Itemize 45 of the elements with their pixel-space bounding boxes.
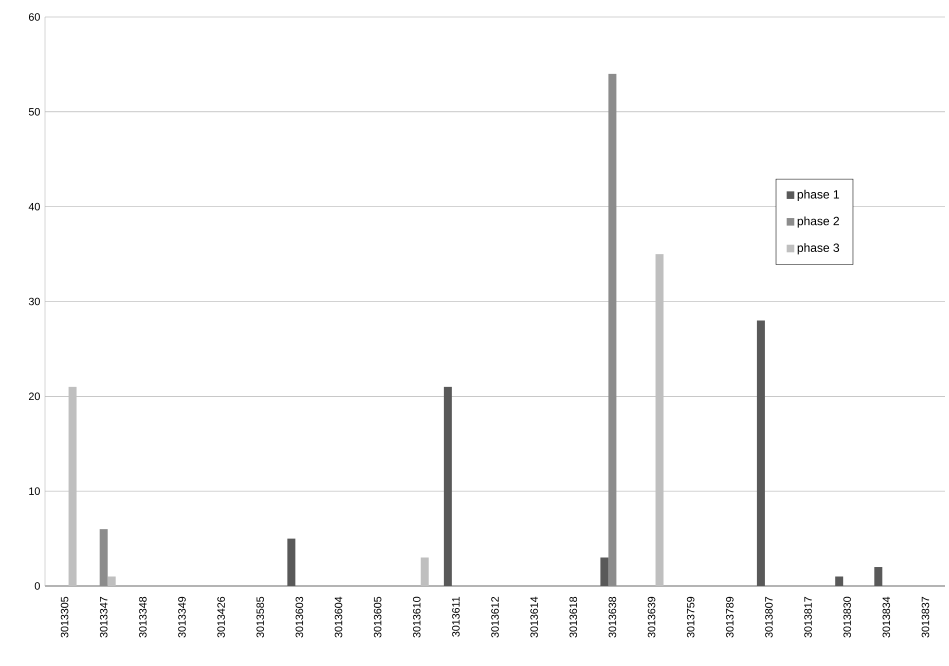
- bar: [756, 320, 765, 586]
- x-tick-label: 3013837: [922, 596, 930, 638]
- x-tick-label: 3013807: [765, 596, 773, 638]
- x-tick-label: 3013305: [60, 596, 68, 638]
- x-tick-label: 3013830: [843, 596, 851, 638]
- x-tick-label: 3013349: [178, 596, 186, 638]
- legend-label: phase 1: [798, 190, 840, 201]
- bar: [600, 558, 608, 586]
- y-tick-label: 20: [28, 392, 40, 400]
- x-tick-label: 3013612: [491, 596, 499, 638]
- x-tick-label: 3013603: [296, 596, 304, 638]
- bar: [420, 558, 429, 586]
- bar: [874, 567, 882, 586]
- x-tick-label: 3013638: [608, 596, 616, 638]
- x-tick-label: 3013789: [726, 596, 734, 638]
- bar: [608, 74, 616, 586]
- legend-label: phase 3: [798, 243, 840, 254]
- x-tick-label: 3013347: [100, 596, 108, 638]
- y-tick-label: 0: [34, 582, 40, 590]
- x-tick-label: 3013610: [412, 596, 421, 638]
- x-tick-label: 3013611: [452, 596, 460, 637]
- x-tick-label: 3013834: [882, 596, 890, 638]
- bar: [68, 386, 77, 586]
- x-tick-label: 3013604: [334, 596, 342, 638]
- y-tick-label: 40: [28, 202, 40, 210]
- x-tick-label: 3013639: [648, 596, 656, 638]
- y-tick-label: 50: [28, 108, 40, 116]
- bar: [108, 576, 116, 586]
- x-tick-label: 3013426: [217, 596, 225, 638]
- bar: [100, 529, 108, 586]
- x-tick-label: 3013614: [530, 596, 538, 638]
- bar: [656, 254, 664, 586]
- x-tick-label: 3013348: [139, 596, 147, 638]
- x-tick-label: 3013605: [374, 596, 382, 638]
- y-tick-label: 30: [28, 298, 40, 306]
- x-tick-label: 3013817: [804, 596, 812, 638]
- y-tick-label: 60: [28, 13, 40, 21]
- bar: [835, 576, 844, 586]
- legend-label: phase 2: [798, 216, 840, 228]
- x-tick-label: 3013618: [569, 596, 578, 638]
- x-tick-label: 3013759: [686, 596, 694, 638]
- x-tick-label: 3013585: [256, 596, 264, 638]
- y-tick-label: 10: [29, 487, 40, 495]
- bar: [287, 538, 296, 586]
- bar: [444, 386, 452, 586]
